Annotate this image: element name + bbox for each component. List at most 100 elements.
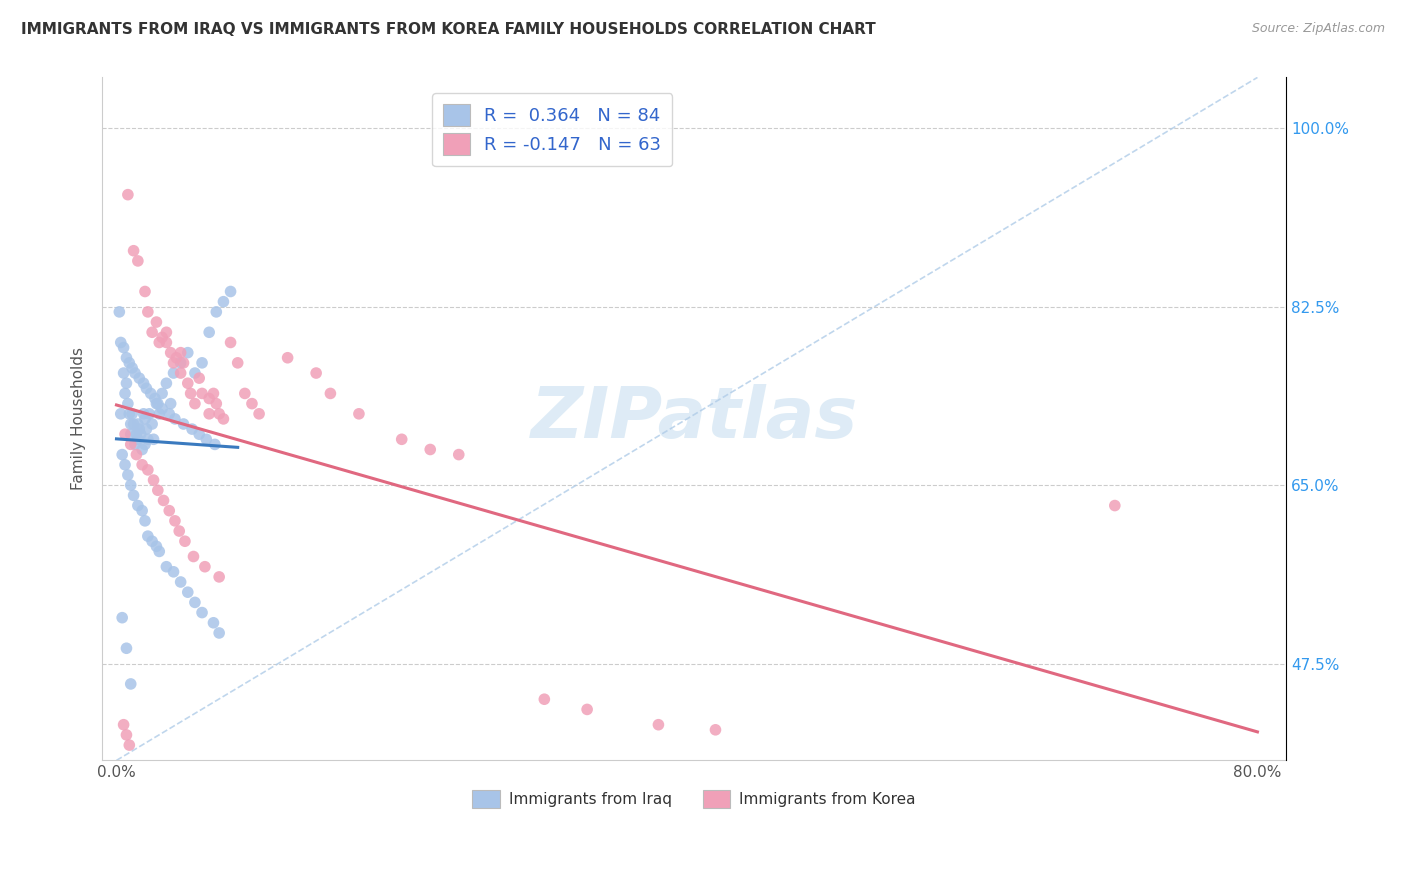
Point <box>159 345 181 359</box>
Point <box>148 335 170 350</box>
Point <box>181 422 204 436</box>
Point <box>188 427 211 442</box>
Point <box>115 728 138 742</box>
Point <box>142 432 165 446</box>
Point <box>139 386 162 401</box>
Point <box>122 417 145 431</box>
Point <box>112 341 135 355</box>
Point <box>127 417 149 431</box>
Point <box>191 356 214 370</box>
Point <box>177 585 200 599</box>
Point <box>146 483 169 498</box>
Point <box>127 254 149 268</box>
Point <box>120 427 142 442</box>
Point <box>169 366 191 380</box>
Point <box>108 305 131 319</box>
Point <box>162 356 184 370</box>
Point <box>118 407 141 421</box>
Point <box>145 396 167 410</box>
Text: Source: ZipAtlas.com: Source: ZipAtlas.com <box>1251 22 1385 36</box>
Point <box>115 641 138 656</box>
Point <box>198 407 221 421</box>
Point <box>143 392 166 406</box>
Point <box>159 396 181 410</box>
Point <box>157 503 180 517</box>
Point <box>169 356 191 370</box>
Point <box>219 285 242 299</box>
Point <box>1104 499 1126 513</box>
Point <box>136 305 159 319</box>
Point <box>169 345 191 359</box>
Point <box>155 325 177 339</box>
Point <box>162 565 184 579</box>
Point <box>212 294 235 309</box>
Point <box>184 595 207 609</box>
Point <box>145 315 167 329</box>
Point <box>165 351 187 365</box>
Point <box>194 559 217 574</box>
Point <box>148 407 170 421</box>
Point <box>127 432 149 446</box>
Point <box>134 412 156 426</box>
Point <box>128 422 150 436</box>
Point <box>157 407 180 421</box>
Point <box>704 723 727 737</box>
Legend: Immigrants from Iraq, Immigrants from Korea: Immigrants from Iraq, Immigrants from Ko… <box>467 784 922 814</box>
Point <box>117 396 139 410</box>
Point <box>188 371 211 385</box>
Point <box>150 401 173 416</box>
Point <box>134 437 156 451</box>
Point <box>202 386 225 401</box>
Point <box>120 677 142 691</box>
Point <box>118 738 141 752</box>
Point <box>533 692 555 706</box>
Point <box>110 335 132 350</box>
Point <box>173 417 195 431</box>
Point <box>184 396 207 410</box>
Point <box>233 386 256 401</box>
Point <box>148 544 170 558</box>
Point <box>419 442 441 457</box>
Point <box>132 376 155 391</box>
Point <box>131 442 153 457</box>
Point <box>129 427 152 442</box>
Point <box>169 574 191 589</box>
Point <box>136 463 159 477</box>
Point <box>110 407 132 421</box>
Point <box>155 335 177 350</box>
Point <box>247 407 270 421</box>
Point <box>177 345 200 359</box>
Point <box>145 539 167 553</box>
Point <box>132 407 155 421</box>
Point <box>150 330 173 344</box>
Point <box>167 524 190 538</box>
Point <box>142 473 165 487</box>
Point <box>162 366 184 380</box>
Point <box>120 478 142 492</box>
Point <box>134 285 156 299</box>
Text: IMMIGRANTS FROM IRAQ VS IMMIGRANTS FROM KOREA FAMILY HOUSEHOLDS CORRELATION CHAR: IMMIGRANTS FROM IRAQ VS IMMIGRANTS FROM … <box>21 22 876 37</box>
Point <box>191 386 214 401</box>
Point <box>150 386 173 401</box>
Point <box>208 407 231 421</box>
Point <box>305 366 328 380</box>
Point <box>202 615 225 630</box>
Point <box>124 366 146 380</box>
Point <box>155 559 177 574</box>
Point <box>141 534 163 549</box>
Point <box>114 386 136 401</box>
Point <box>135 381 157 395</box>
Point <box>122 244 145 258</box>
Point <box>163 412 186 426</box>
Point <box>208 626 231 640</box>
Point <box>155 376 177 391</box>
Text: ZIPatlas: ZIPatlas <box>530 384 858 453</box>
Point <box>204 437 226 451</box>
Point <box>120 437 142 451</box>
Point <box>111 610 134 624</box>
Point <box>226 356 249 370</box>
Point <box>163 514 186 528</box>
Point <box>180 386 202 401</box>
Point <box>136 529 159 543</box>
Point <box>115 376 138 391</box>
